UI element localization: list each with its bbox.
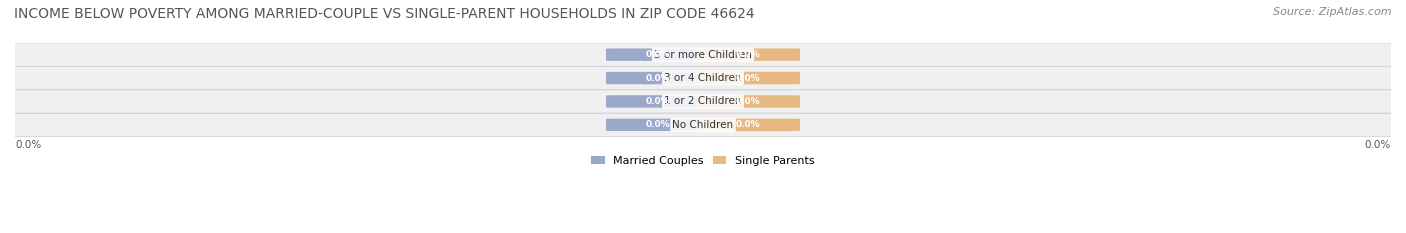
FancyBboxPatch shape bbox=[606, 119, 709, 131]
FancyBboxPatch shape bbox=[697, 72, 800, 84]
Text: 0.0%: 0.0% bbox=[645, 74, 671, 82]
Text: No Children: No Children bbox=[672, 120, 734, 130]
Text: 5 or more Children: 5 or more Children bbox=[654, 50, 752, 60]
FancyBboxPatch shape bbox=[1, 43, 1405, 66]
FancyBboxPatch shape bbox=[606, 48, 709, 61]
Text: 0.0%: 0.0% bbox=[735, 74, 761, 82]
Legend: Married Couples, Single Parents: Married Couples, Single Parents bbox=[586, 151, 820, 170]
FancyBboxPatch shape bbox=[606, 72, 709, 84]
FancyBboxPatch shape bbox=[1, 90, 1405, 113]
Text: 1 or 2 Children: 1 or 2 Children bbox=[664, 96, 742, 106]
Text: 0.0%: 0.0% bbox=[1365, 140, 1391, 150]
FancyBboxPatch shape bbox=[1, 66, 1405, 90]
Text: 0.0%: 0.0% bbox=[735, 120, 761, 129]
FancyBboxPatch shape bbox=[697, 119, 800, 131]
Text: 0.0%: 0.0% bbox=[645, 50, 671, 59]
Text: INCOME BELOW POVERTY AMONG MARRIED-COUPLE VS SINGLE-PARENT HOUSEHOLDS IN ZIP COD: INCOME BELOW POVERTY AMONG MARRIED-COUPL… bbox=[14, 7, 755, 21]
Text: Source: ZipAtlas.com: Source: ZipAtlas.com bbox=[1274, 7, 1392, 17]
Text: 3 or 4 Children: 3 or 4 Children bbox=[664, 73, 742, 83]
Text: 0.0%: 0.0% bbox=[645, 120, 671, 129]
FancyBboxPatch shape bbox=[697, 95, 800, 108]
Text: 0.0%: 0.0% bbox=[15, 140, 41, 150]
Text: 0.0%: 0.0% bbox=[735, 50, 761, 59]
FancyBboxPatch shape bbox=[697, 48, 800, 61]
Text: 0.0%: 0.0% bbox=[735, 97, 761, 106]
FancyBboxPatch shape bbox=[606, 95, 709, 108]
FancyBboxPatch shape bbox=[1, 113, 1405, 137]
Text: 0.0%: 0.0% bbox=[645, 97, 671, 106]
